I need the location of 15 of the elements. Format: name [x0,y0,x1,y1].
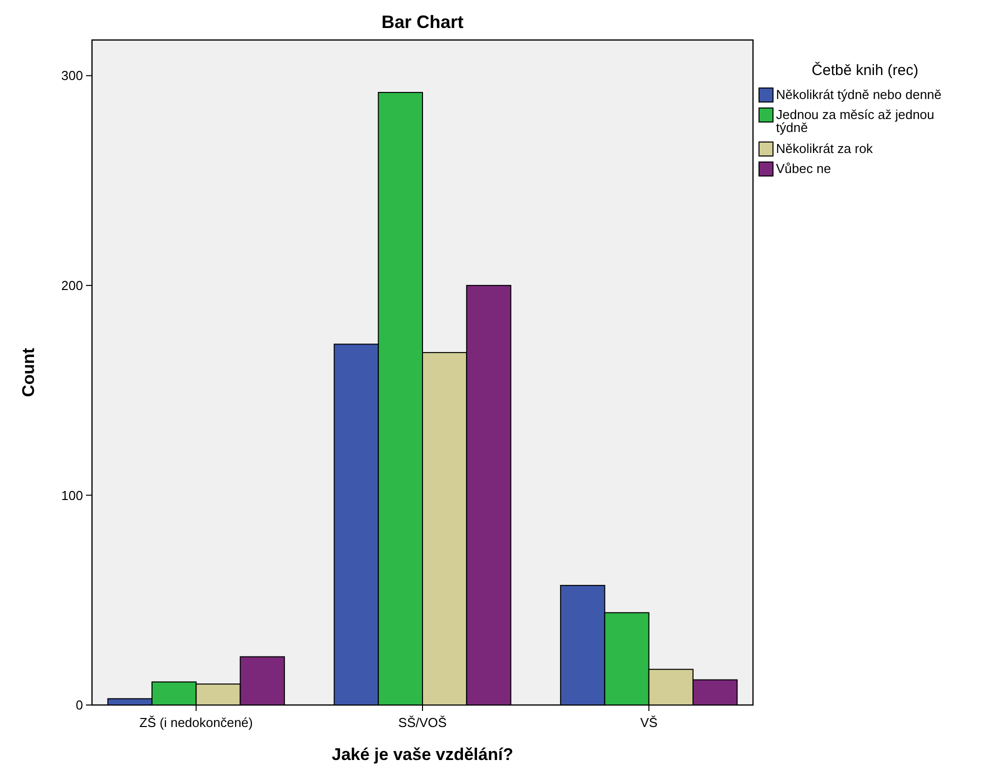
legend-label: Několikrát za rok [776,141,874,156]
x-axis-title: Jaké je vaše vzdělání? [332,745,514,764]
legend-label: Jednou za měsíc až jednou týdně [776,107,934,135]
y-tick-label: 200 [61,278,83,293]
legend-title: Četbě knih (rec) [812,61,918,79]
x-tick-label: ZŠ (i nedokončené) [139,715,253,730]
y-tick-label: 0 [76,698,83,713]
chart-title: Bar Chart [381,12,464,32]
legend-label: Vůbec ne [776,161,831,176]
x-tick-label: SŠ/VOŠ [398,715,448,730]
legend-label: Několikrát týdně nebo denně [776,87,942,102]
x-tick-label: VŠ [640,715,658,730]
y-axis-title: Count [19,348,38,398]
y-tick-label: 300 [61,68,83,84]
y-tick-label: 100 [61,488,83,503]
